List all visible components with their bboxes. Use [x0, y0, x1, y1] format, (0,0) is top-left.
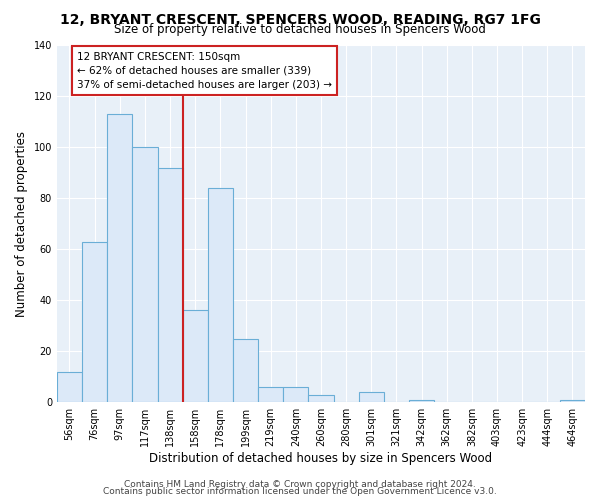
Text: Size of property relative to detached houses in Spencers Wood: Size of property relative to detached ho…	[114, 22, 486, 36]
Bar	[258, 387, 283, 402]
Bar	[182, 310, 208, 402]
Bar	[308, 394, 334, 402]
Bar	[233, 338, 258, 402]
Bar	[158, 168, 182, 402]
Bar	[359, 392, 384, 402]
Bar	[133, 147, 158, 403]
Bar	[57, 372, 82, 402]
Text: Contains public sector information licensed under the Open Government Licence v3: Contains public sector information licen…	[103, 487, 497, 496]
Text: 12, BRYANT CRESCENT, SPENCERS WOOD, READING, RG7 1FG: 12, BRYANT CRESCENT, SPENCERS WOOD, READ…	[59, 12, 541, 26]
Text: 12 BRYANT CRESCENT: 150sqm
← 62% of detached houses are smaller (339)
37% of sem: 12 BRYANT CRESCENT: 150sqm ← 62% of deta…	[77, 52, 332, 90]
Bar	[208, 188, 233, 402]
X-axis label: Distribution of detached houses by size in Spencers Wood: Distribution of detached houses by size …	[149, 452, 493, 465]
Bar	[107, 114, 133, 403]
Bar	[82, 242, 107, 402]
Bar	[409, 400, 434, 402]
Bar	[560, 400, 585, 402]
Text: Contains HM Land Registry data © Crown copyright and database right 2024.: Contains HM Land Registry data © Crown c…	[124, 480, 476, 489]
Y-axis label: Number of detached properties: Number of detached properties	[15, 130, 28, 316]
Bar	[283, 387, 308, 402]
